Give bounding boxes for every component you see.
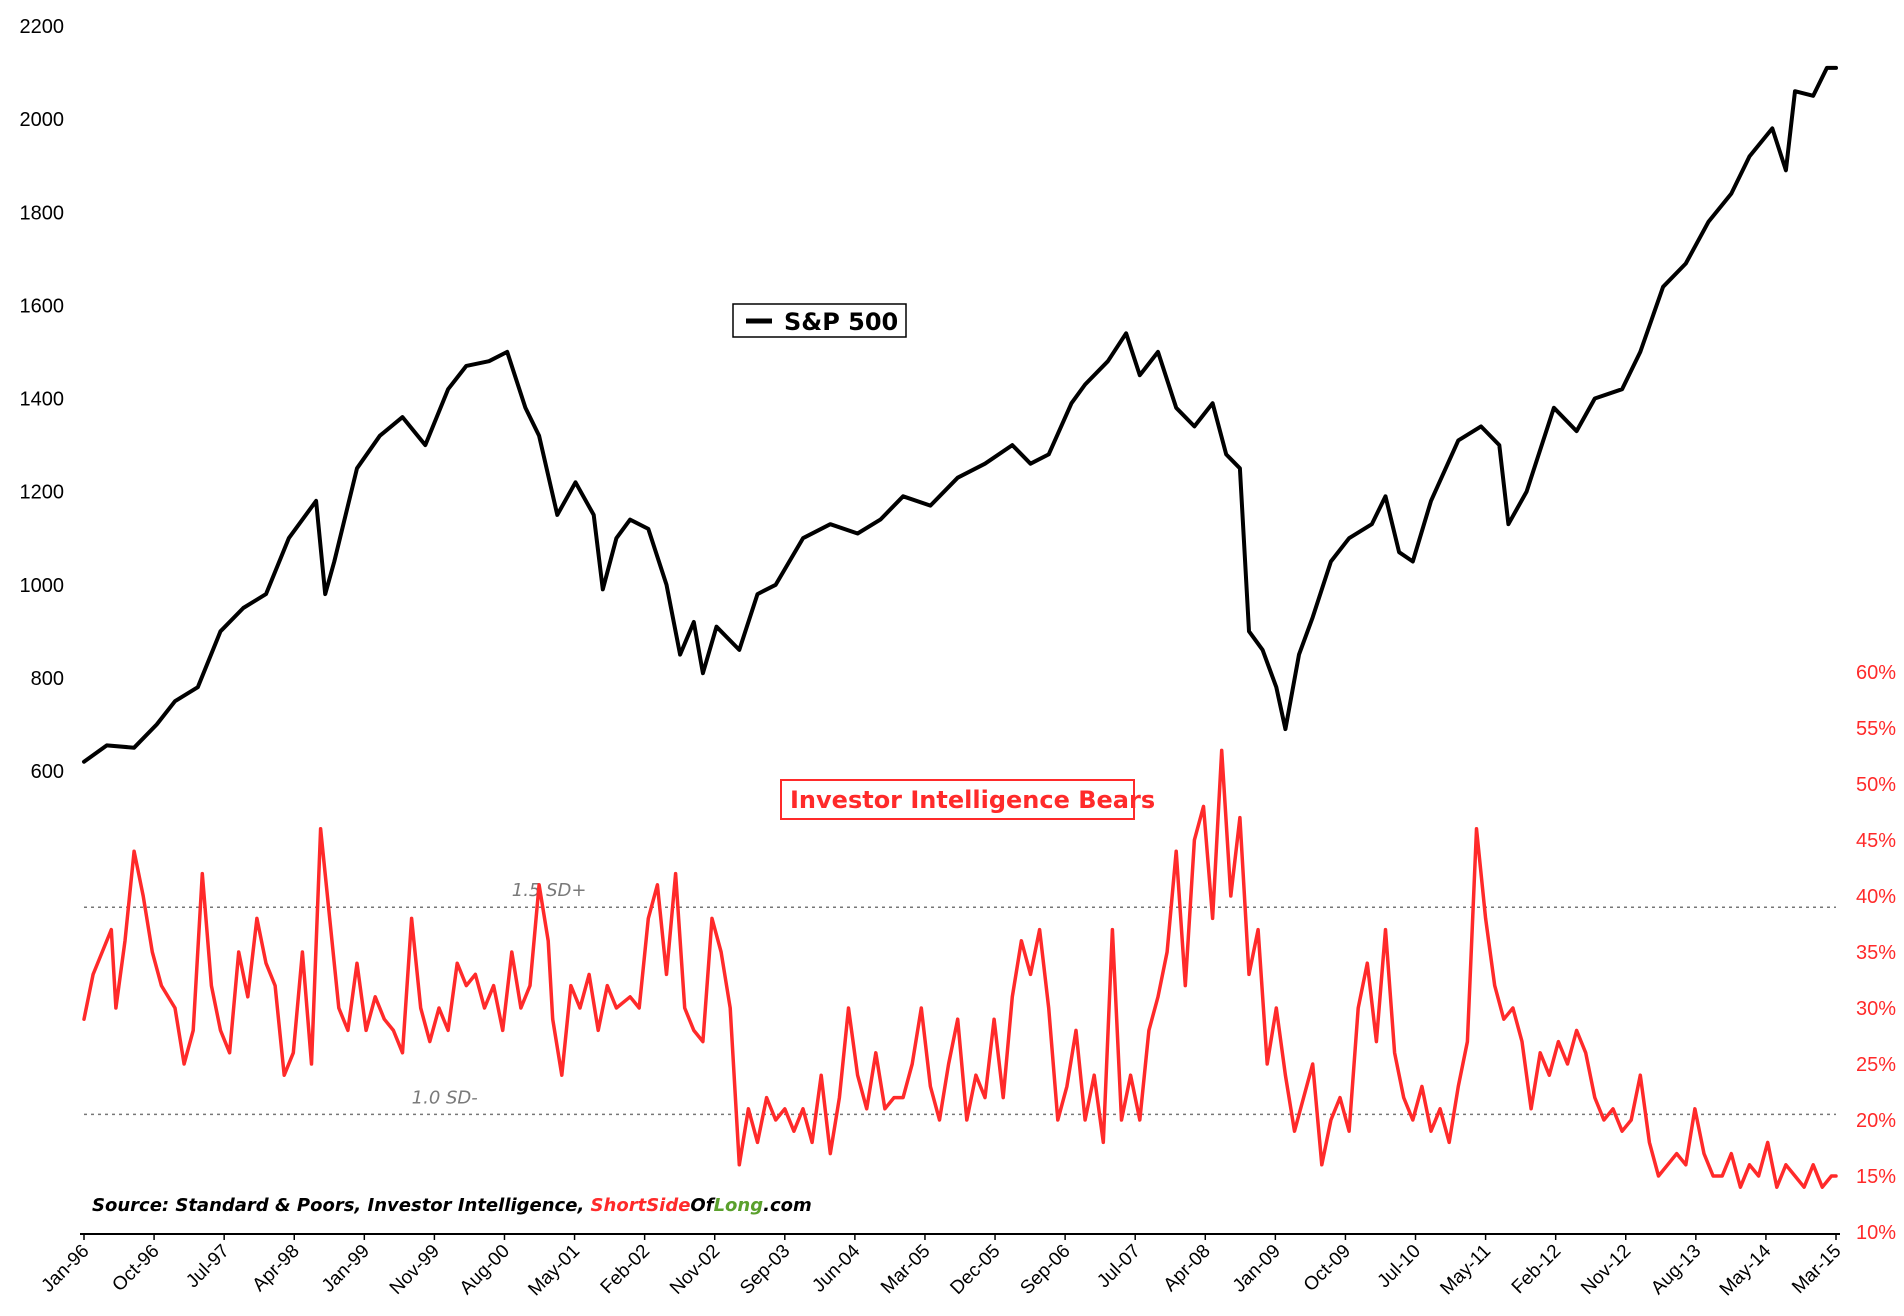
right-tick-label: 40% — [1856, 886, 1896, 908]
x-tick-label: Jul-10 — [1374, 1241, 1425, 1292]
source-note: Source: Standard & Poors, Investor Intel… — [92, 1195, 812, 1216]
right-tick-label: 45% — [1856, 830, 1896, 852]
right-tick-label: 30% — [1856, 998, 1896, 1020]
left-tick-label: 1600 — [20, 295, 65, 317]
x-tick-label: Jan-09 — [1229, 1241, 1285, 1297]
sp500-line — [82, 65, 1838, 764]
x-tick-label: Apr-08 — [1160, 1241, 1215, 1296]
reference-lines: 1.5 SD+ 1.0 SD- — [84, 880, 1836, 1116]
bears-line — [82, 748, 1838, 1189]
x-tick-label: Apr-98 — [249, 1241, 304, 1296]
x-tick-label: Jun-04 — [808, 1240, 864, 1296]
brand-suffix: .com — [763, 1195, 812, 1216]
x-tick-label: May-01 — [524, 1241, 584, 1301]
brand-short: Short — [591, 1195, 648, 1216]
x-tick-label: Nov-99 — [386, 1241, 444, 1299]
left-tick-label: 1200 — [20, 482, 65, 504]
series-layer — [82, 65, 1838, 1189]
brand-long: Long — [714, 1195, 764, 1216]
x-tick-label: May-14 — [1716, 1240, 1776, 1300]
right-tick-label: 35% — [1856, 942, 1896, 964]
left-tick-label: 2200 — [20, 16, 65, 38]
left-tick-label: 1800 — [20, 202, 65, 224]
source-prefix: Source: Standard & Poors, Investor Intel… — [92, 1195, 591, 1216]
x-tick-label: Sep-03 — [736, 1241, 794, 1299]
right-tick-label: 20% — [1856, 1110, 1896, 1132]
x-tick-label: Feb-02 — [597, 1241, 654, 1298]
x-tick-label: Sep-06 — [1016, 1241, 1074, 1299]
x-tick-label: Mar-15 — [1788, 1241, 1845, 1298]
x-tick-label: Oct-09 — [1300, 1241, 1355, 1296]
left-axis: 2200 2000 1800 1600 1400 1200 1000 800 600 — [20, 16, 65, 783]
x-tick-label: Jan-96 — [38, 1241, 94, 1297]
reference-line-label: 1.0 SD- — [412, 1087, 478, 1108]
left-tick-label: 800 — [31, 668, 64, 690]
sp500-legend: S&P 500 — [732, 303, 907, 338]
brand-of: Of — [690, 1195, 715, 1216]
bears-legend: Investor Intelligence Bears — [780, 779, 1155, 820]
brand-side: Side — [646, 1195, 690, 1216]
right-tick-label: 55% — [1856, 718, 1896, 740]
x-axis: Jan-96 Oct-96 Jul-97 Apr-98 Jan-99 Nov-99 Aug-… — [38, 1234, 1846, 1300]
bears-legend-box — [780, 779, 1135, 820]
x-tick-label: Aug-00 — [456, 1241, 514, 1299]
x-tick-label: Aug-13 — [1647, 1241, 1705, 1299]
x-tick-label: Nov-12 — [1577, 1241, 1635, 1299]
x-tick-label: Nov-02 — [666, 1241, 724, 1299]
right-tick-label: 50% — [1856, 774, 1896, 796]
right-axis: 60% 55% 50% 45% 40% 35% 30% 25% 20% 15% 10% — [1856, 662, 1896, 1244]
left-tick-label: 2000 — [20, 109, 65, 131]
right-tick-label: 25% — [1856, 1054, 1896, 1076]
x-tick-label: May-11 — [1436, 1241, 1495, 1300]
right-tick-label: 15% — [1856, 1166, 1896, 1188]
bears-legend-label: Investor Intelligence Bears — [790, 786, 1155, 814]
x-tick-label: Mar-05 — [877, 1241, 934, 1298]
left-tick-label: 600 — [31, 761, 64, 783]
reference-line-label: 1.5 SD+ — [512, 880, 587, 901]
right-tick-label: 10% — [1856, 1222, 1896, 1244]
right-tick-label: 60% — [1856, 662, 1896, 684]
x-tick-label: Jul-97 — [182, 1241, 233, 1292]
x-tick-label: Jan-99 — [318, 1241, 374, 1297]
x-tick-label: Jul-07 — [1093, 1241, 1144, 1292]
sp500-legend-label: S&P 500 — [784, 308, 898, 336]
left-tick-label: 1000 — [20, 575, 65, 597]
x-tick-label: Dec-05 — [946, 1241, 1004, 1299]
left-tick-label: 1400 — [20, 389, 65, 411]
x-tick-label: Feb-12 — [1508, 1241, 1565, 1298]
x-tick-label: Oct-96 — [108, 1241, 163, 1296]
